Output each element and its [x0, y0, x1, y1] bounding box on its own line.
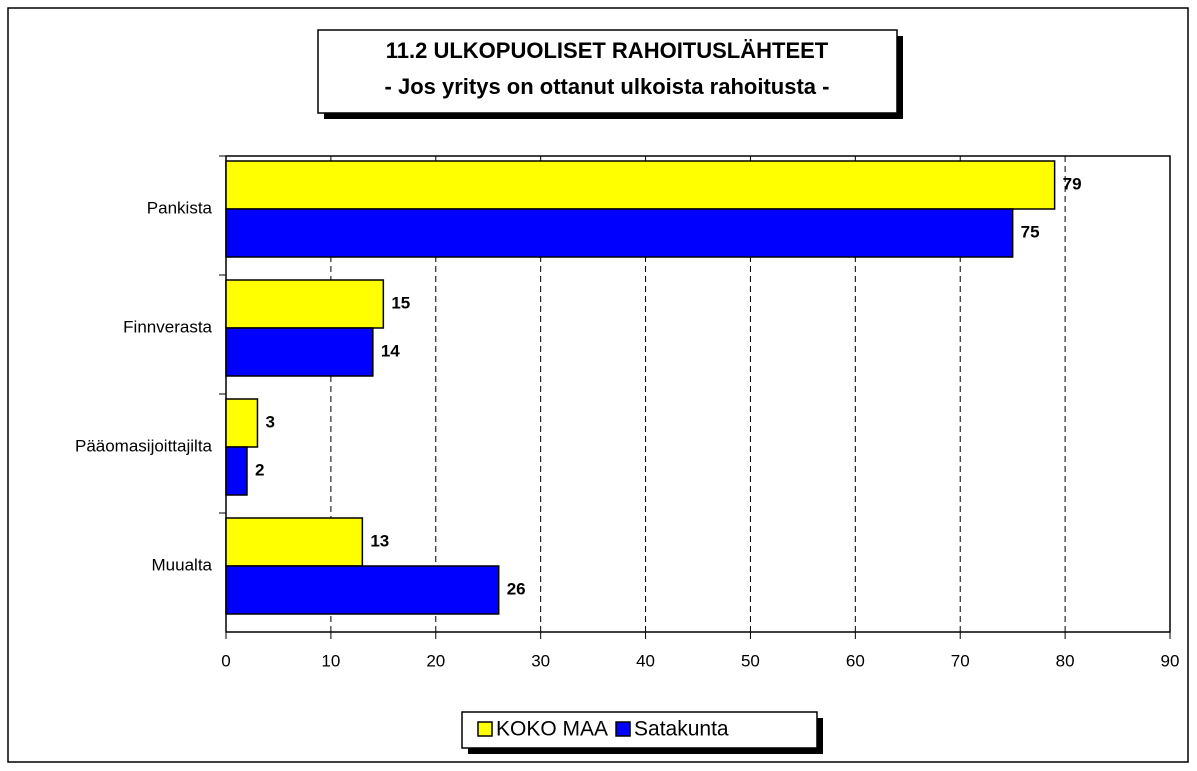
x-tick-label: 20	[426, 651, 445, 670]
legend-label: KOKO MAA	[496, 718, 608, 741]
y-tick-label: Pankista	[147, 198, 213, 217]
x-tick-label: 40	[636, 651, 655, 670]
bar	[225, 565, 500, 615]
legend-swatch	[477, 721, 493, 737]
data-label: 2	[255, 460, 264, 479]
bar	[225, 446, 248, 496]
data-label: 3	[265, 412, 274, 431]
data-label: 14	[381, 341, 400, 360]
x-tick-label: 60	[846, 651, 865, 670]
bar	[225, 517, 364, 567]
x-tick-label: 90	[1161, 651, 1180, 670]
legend-box	[461, 711, 818, 749]
x-tick-label: 80	[1056, 651, 1075, 670]
chart-title: 11.2 ULKOPUOLISET RAHOITUSLÄHTEET	[386, 38, 829, 63]
bar	[225, 279, 385, 329]
y-tick-label: Finnverasta	[123, 317, 212, 336]
data-label: 15	[391, 293, 410, 312]
x-tick-label: 30	[531, 651, 550, 670]
bar	[225, 208, 1014, 258]
legend-swatch	[615, 721, 631, 737]
legend-label: Satakunta	[634, 718, 729, 741]
data-label: 13	[370, 531, 389, 550]
y-tick-label: Muualta	[152, 555, 213, 574]
bar	[225, 327, 374, 377]
x-tick-label: 10	[321, 651, 340, 670]
chart-frame	[7, 7, 1189, 763]
x-tick-label: 0	[221, 651, 230, 670]
data-label: 75	[1021, 222, 1040, 241]
y-tick-label: Pääomasijoittajilta	[75, 436, 213, 455]
bar	[225, 160, 1056, 210]
bar	[225, 398, 259, 448]
title-box	[317, 29, 898, 114]
data-label: 79	[1063, 174, 1082, 193]
chart-subtitle: - Jos yritys on ottanut ulkoista rahoitu…	[385, 74, 830, 99]
legend: KOKO MAA Satakunta	[477, 718, 729, 741]
data-label: 26	[507, 579, 526, 598]
x-tick-label: 50	[741, 651, 760, 670]
x-tick-label: 70	[951, 651, 970, 670]
